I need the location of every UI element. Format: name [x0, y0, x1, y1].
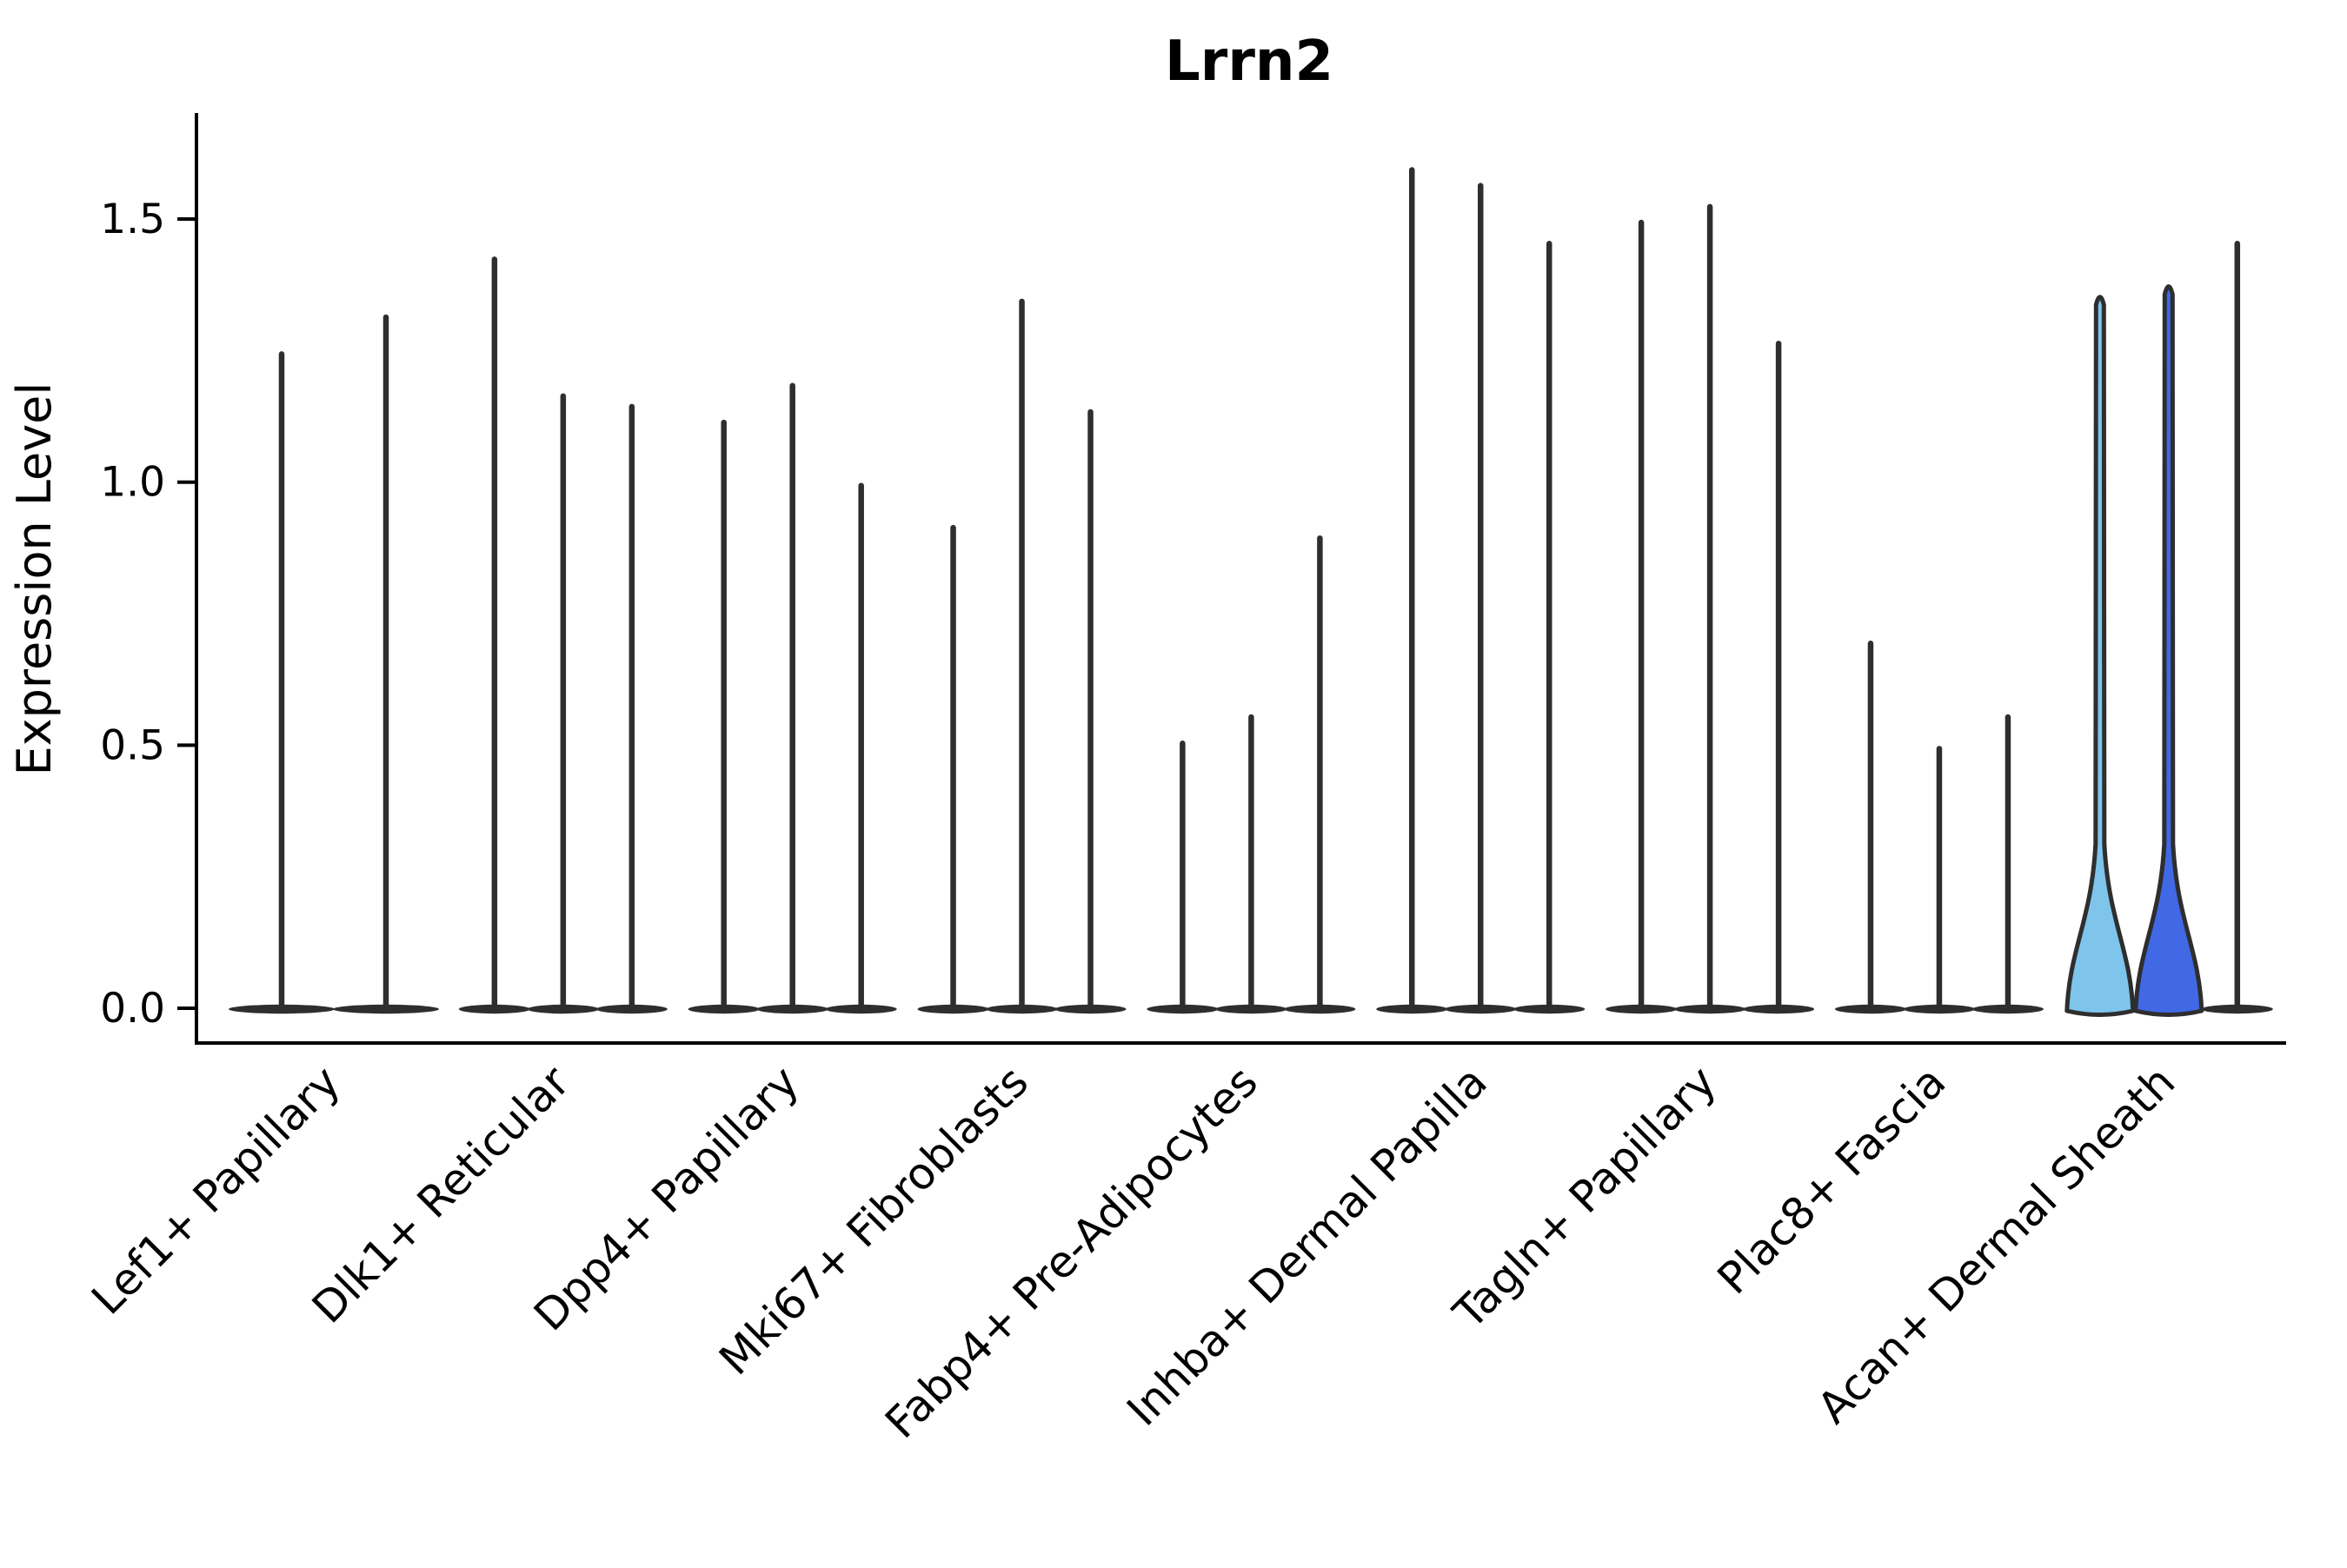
y-tick-label: 1.0 [100, 459, 165, 507]
violin-filled [2133, 284, 2204, 1017]
x-tick-label: Plac8+ Fascia [1708, 1056, 1956, 1304]
chart-title: Lrrn2 [1165, 30, 1333, 94]
y-tick-label: 0.5 [100, 721, 165, 769]
y-tick-label: 0.0 [100, 985, 165, 1033]
x-tick-label: Lef1+ Papillary [82, 1056, 349, 1324]
y-axis-label: Expression Level [7, 382, 62, 776]
violin-filled [2064, 295, 2136, 1017]
x-tick-label: Fabp4+ Pre-Adipocytes [875, 1056, 1267, 1448]
y-tick-label: 1.5 [100, 196, 165, 243]
